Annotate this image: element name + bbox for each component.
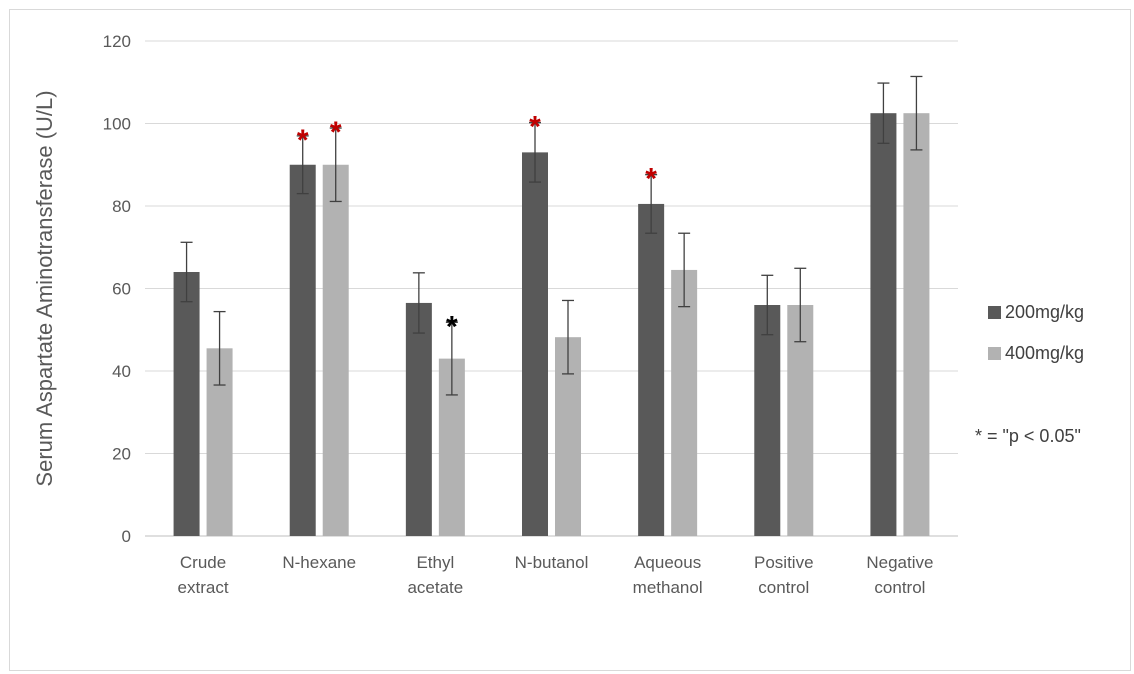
legend-label: 400mg/kg [1005, 343, 1084, 363]
significance-asterisk: * [297, 124, 309, 157]
x-tick-label: control [758, 578, 809, 597]
x-tick-label: Crude [180, 553, 226, 572]
y-tick-label: 40 [112, 362, 131, 381]
legend-label: 200mg/kg [1005, 302, 1084, 322]
significance-asterisk: * [446, 310, 458, 343]
significance-asterisk: * [529, 111, 541, 144]
bar-200mgkg [173, 272, 200, 536]
y-tick-label: 20 [112, 445, 131, 464]
chart-frame: 0 20 40 60 80 100 120 Serum Aspartate Aminotran… [9, 9, 1131, 671]
y-axis-label: Serum Aspartate Aminotransferase (U/L) [32, 90, 57, 486]
bar-400mgkg [322, 164, 349, 536]
legend-swatch [988, 347, 1001, 360]
x-tick-label: extract [178, 578, 229, 597]
bar-chart: 0 20 40 60 80 100 120 Serum Aspartate Aminotran… [32, 32, 1084, 597]
significance-asterisk: * [645, 163, 657, 196]
y-tick-label: 60 [112, 280, 131, 299]
bar-400mgkg [903, 113, 930, 536]
y-tick-label: 0 [122, 527, 131, 546]
bar-200mgkg [405, 302, 432, 536]
bar-400mgkg [671, 269, 698, 536]
x-tick-label: acetate [407, 578, 463, 597]
legend-swatch [988, 306, 1001, 319]
x-tick-label: Ethyl [416, 553, 454, 572]
bar-200mgkg [870, 113, 897, 536]
y-tick-label: 80 [112, 197, 131, 216]
bar-200mgkg [289, 164, 316, 536]
x-tick-label: N-butanol [515, 553, 589, 572]
x-tick-label: N-hexane [282, 553, 356, 572]
y-tick-label: 100 [103, 115, 131, 134]
significance-annotation: * = "p < 0.05" [975, 426, 1081, 446]
bar-200mgkg [754, 305, 781, 536]
x-tick-label: methanol [633, 578, 703, 597]
y-tick-label: 120 [103, 32, 131, 51]
significance-asterisk: * [330, 116, 342, 149]
x-tick-label: Negative [866, 553, 933, 572]
bar-400mgkg [787, 305, 814, 536]
x-tick-label: control [874, 578, 925, 597]
x-tick-label: Positive [754, 553, 814, 572]
x-tick-label: Aqueous [634, 553, 701, 572]
bar-200mgkg [522, 152, 548, 536]
bar-200mgkg [638, 203, 665, 536]
